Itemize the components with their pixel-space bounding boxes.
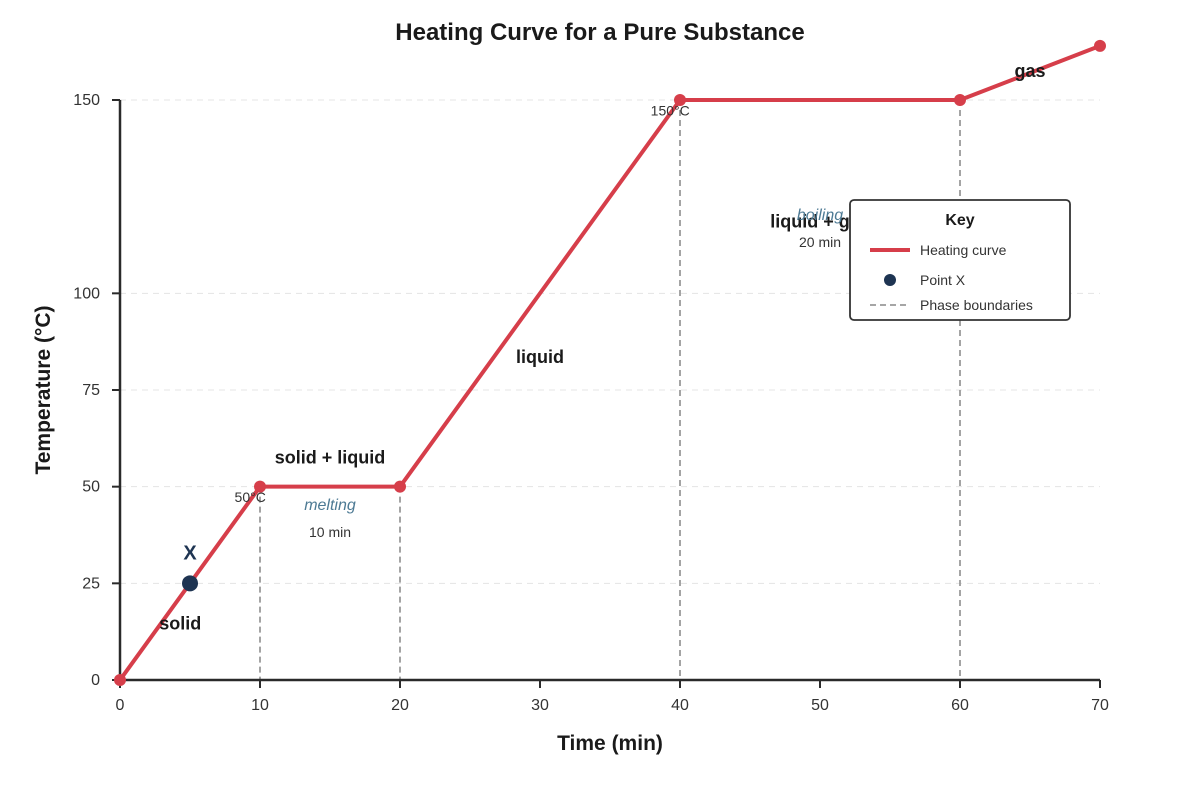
curve-vertex-4	[954, 94, 966, 106]
y-tick-label-25: 25	[82, 575, 100, 592]
curve-vertex-5	[1094, 39, 1106, 52]
curve-vertex-2	[394, 480, 406, 493]
phase-label: solid + liquid	[275, 447, 386, 467]
x-tick-label-20: 20	[391, 697, 409, 714]
process-label: melting	[304, 497, 356, 514]
legend-entry-label: Heating curve	[920, 242, 1007, 258]
y-tick-label-50: 50	[82, 479, 100, 496]
x-tick-label-50: 50	[811, 697, 829, 714]
x-tick-label-0: 0	[116, 697, 125, 714]
ticks: 0 25 50 75 100 150 0 10 20 30 40 50 60 70	[73, 92, 1109, 714]
x-tick-label-10: 10	[251, 697, 269, 714]
y-tick-label-75: 75	[82, 382, 100, 399]
temperature-label: 150°C	[651, 102, 690, 118]
legend-title: Key	[945, 212, 974, 229]
x-tick-label-70: 70	[1091, 697, 1109, 714]
annotations: solid solid + liquid liquid liquid + gas gas…	[159, 61, 1045, 634]
duration-label: 20 min	[799, 234, 841, 250]
legend-swatch-dot	[884, 274, 896, 286]
point-x-label: X	[183, 542, 197, 564]
x-tick-label-40: 40	[671, 697, 689, 714]
curve-vertex-0	[114, 674, 126, 686]
legend-box	[849, 199, 1071, 321]
x-tick-label-30: 30	[531, 697, 549, 714]
y-tick-label-150: 150	[73, 92, 100, 109]
curve-vertex-3	[674, 94, 686, 106]
legend-entry-label: Phase boundaries	[920, 297, 1033, 313]
phase-label: liquid + gas	[770, 212, 870, 232]
y-tick-label-0: 0	[91, 672, 100, 689]
phase-boundaries	[259, 100, 961, 680]
phase-label: gas	[1014, 61, 1045, 81]
phase-label: liquid	[516, 347, 564, 367]
y-axis-title: Temperature (°C)	[32, 305, 55, 474]
grid	[120, 99, 1100, 584]
heating-curve-line	[118, 44, 1101, 682]
curve-vertex-1	[254, 480, 266, 493]
legend: Key Heating curve Point X Phase boundaries	[849, 199, 1071, 321]
y-tick-label-100: 100	[73, 285, 100, 302]
chart-title: Heating Curve for a Pure Substance	[395, 19, 804, 46]
x-axis-title: Time (min)	[557, 732, 663, 755]
series	[114, 39, 1106, 686]
duration-label: 10 min	[309, 524, 351, 540]
legend-entry-label: Point X	[920, 272, 966, 288]
process-label: boiling	[797, 207, 843, 224]
x-tick-label-60: 60	[951, 697, 969, 714]
point-x-marker	[182, 575, 198, 592]
temperature-label: 50°C	[235, 489, 266, 505]
phase-label: solid	[159, 614, 201, 634]
